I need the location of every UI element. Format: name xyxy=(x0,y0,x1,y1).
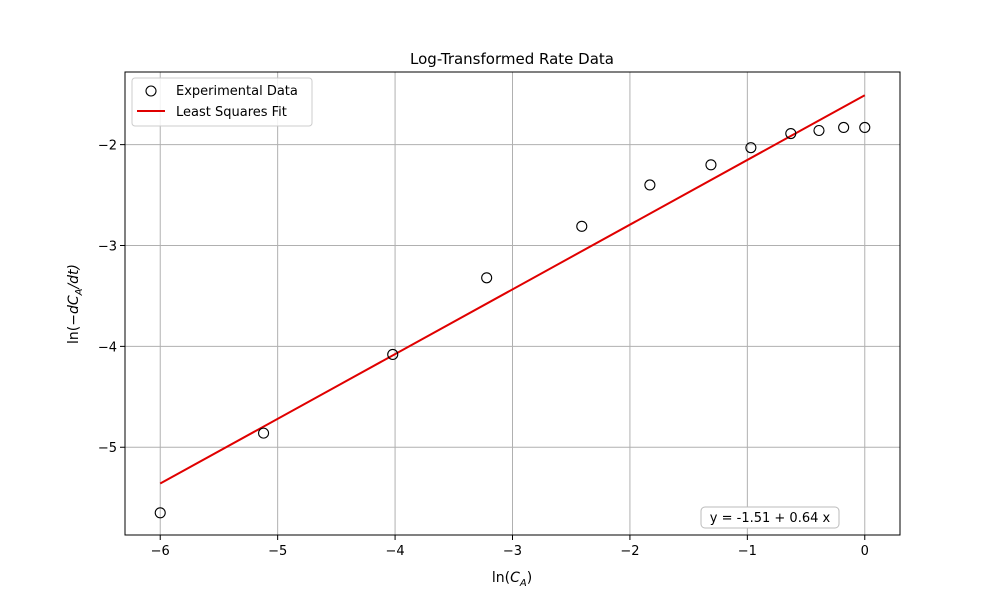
legend-box xyxy=(131,77,313,127)
data-point xyxy=(838,121,850,134)
data-point xyxy=(481,272,493,284)
x-tick-label: −4 xyxy=(385,544,404,559)
data-point xyxy=(644,179,656,191)
fit-layer xyxy=(159,94,866,485)
legend-label-line: Least Squares Fit xyxy=(176,105,287,120)
x-tick-label: 0 xyxy=(861,544,869,559)
legend-marker-scatter xyxy=(145,85,157,97)
data-point xyxy=(745,142,757,154)
x-tick-label: −3 xyxy=(503,544,522,559)
data-point xyxy=(258,427,270,439)
legend-label-scatter: Experimental Data xyxy=(176,84,298,99)
y-tick-label: −2 xyxy=(98,139,117,154)
data-point xyxy=(813,124,825,137)
grid xyxy=(125,72,900,535)
annotation-box xyxy=(700,506,840,529)
y-tick-label: −4 xyxy=(98,340,117,355)
y-axis-ticks: −5 −4 −3 −2 xyxy=(98,139,125,456)
annotation-text: y = -1.51 + 0.64 x xyxy=(710,511,831,526)
x-axis-ticks: −6 −5 −4 −3 −2 −1 0 xyxy=(151,535,869,559)
y-axis-label-sub: A xyxy=(74,288,85,296)
data-point xyxy=(154,507,166,519)
equation-annotation: y = -1.51 + 0.64 x xyxy=(700,506,840,529)
data-point xyxy=(785,127,797,140)
y-tick-label: −5 xyxy=(98,441,117,456)
x-tick-label: −2 xyxy=(620,544,639,559)
x-tick-label: −6 xyxy=(151,544,170,559)
y-axis-label-tail: /dt) xyxy=(66,264,82,291)
x-axis-label-sub: A xyxy=(519,578,527,589)
x-axis-label-base: ln( xyxy=(492,570,510,586)
chart-title: Log-Transformed Rate Data xyxy=(410,50,614,68)
data-point xyxy=(705,159,717,171)
points-layer xyxy=(154,121,871,519)
data-point xyxy=(859,121,871,134)
y-axis-label-var: dC xyxy=(66,295,82,314)
x-axis-label: ln(CA) xyxy=(492,570,532,589)
y-axis-label: ln(−dCA/dt) xyxy=(66,264,85,344)
y-axis-label-base: ln(− xyxy=(66,314,82,344)
x-tick-label: −5 xyxy=(268,544,287,559)
data-point xyxy=(387,348,399,360)
data-point xyxy=(576,220,588,232)
legend: Experimental Data Least Squares Fit xyxy=(131,77,313,127)
x-axis-label-close: ) xyxy=(527,570,532,586)
x-axis-label-var: C xyxy=(510,570,520,586)
fit-line xyxy=(159,94,866,485)
x-tick-label: −1 xyxy=(738,544,757,559)
y-tick-label: −3 xyxy=(98,239,117,254)
